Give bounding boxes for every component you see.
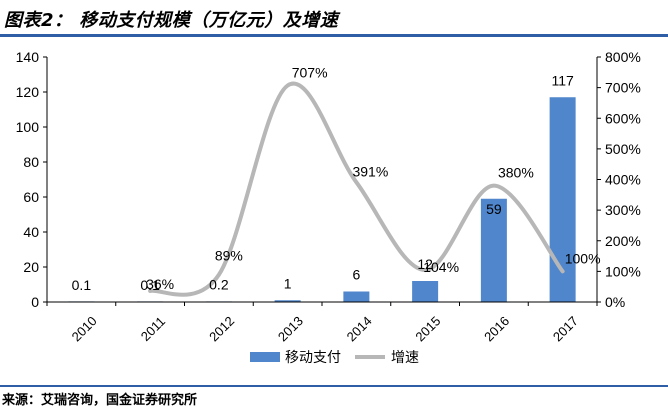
bar-value-label: 12 [417, 256, 433, 272]
bar-value-label: 59 [486, 201, 502, 217]
growth-value-label: 100% [565, 250, 601, 266]
y2-tick-label: 100% [605, 263, 641, 279]
legend-label-bar: 移动支付 [285, 349, 341, 365]
x-tick-label: 2016 [481, 313, 512, 344]
y2-tick-label: 200% [605, 233, 641, 249]
y2-tick-label: 400% [605, 172, 641, 188]
source-note: 来源：艾瑞咨询，国金证券研究所 [2, 393, 198, 408]
y2-tick-label: 700% [605, 80, 641, 96]
y2-tick-label: 500% [605, 141, 641, 157]
bar-value-label: 1 [284, 275, 292, 291]
x-tick-label: 2017 [550, 313, 581, 344]
bar-value-label: 0.1 [72, 277, 92, 293]
growth-value-label: 36% [146, 276, 174, 292]
y-tick-label: 40 [23, 224, 39, 240]
y-tick-label: 100 [16, 119, 40, 135]
bottom-rule [0, 385, 668, 387]
x-tick-label: 2010 [69, 313, 100, 344]
y-tick-label: 60 [23, 189, 39, 205]
bar [549, 97, 576, 302]
y2-tick-label: 800% [605, 49, 641, 65]
growth-value-label: 104% [423, 259, 459, 275]
legend-label-line: 增速 [391, 349, 419, 365]
bar [274, 300, 301, 302]
y-tick-label: 80 [23, 154, 39, 170]
y-tick-label: 20 [23, 259, 39, 275]
y-tick-label: 0 [31, 294, 39, 310]
chart-title: 图表2： 移动支付规模（万亿元）及增速 [4, 10, 339, 31]
bar [412, 281, 439, 302]
x-tick-label: 2014 [344, 313, 375, 344]
bar-value-label: 117 [551, 72, 574, 88]
bar [343, 291, 370, 302]
bar-value-label: 0.2 [209, 277, 229, 293]
title-bar: 图表2： 移动支付规模（万亿元）及增速 [0, 0, 668, 40]
x-tick-label: 2015 [412, 313, 443, 344]
growth-line [148, 81, 565, 297]
y-tick-label: 140 [16, 49, 40, 65]
growth-value-label: 380% [498, 165, 534, 181]
x-tick-label: 2012 [206, 313, 237, 344]
title-rule [0, 34, 668, 37]
legend-swatch-bar [250, 352, 280, 362]
y2-tick-label: 300% [605, 202, 641, 218]
x-tick-label: 2013 [275, 313, 306, 344]
growth-value-label: 707% [292, 64, 328, 80]
y2-tick-label: 0% [605, 294, 625, 310]
x-tick-label: 2011 [138, 314, 168, 344]
bar-value-label: 6 [352, 267, 360, 283]
y-tick-label: 120 [16, 84, 40, 100]
y2-tick-label: 600% [605, 110, 641, 126]
bar [480, 198, 507, 302]
growth-value-label: 391% [352, 163, 388, 179]
bar-value-label: 0.1 [140, 277, 160, 293]
growth-value-label: 89% [215, 248, 243, 264]
